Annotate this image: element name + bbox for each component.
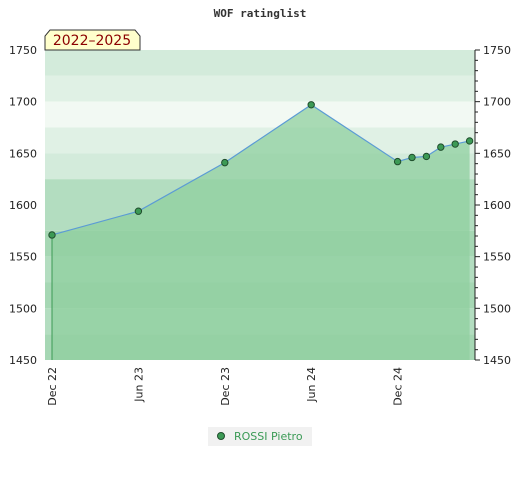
y-tick-label-left: 1550: [9, 251, 37, 264]
data-point[interactable]: [307, 101, 315, 109]
y-tick-label-right: 1600: [483, 199, 511, 212]
x-tick-label: Jun 24: [305, 367, 318, 403]
x-tick-label: Dec 23: [219, 367, 232, 406]
data-point[interactable]: [422, 152, 431, 161]
y-tick-label-right: 1750: [483, 44, 511, 57]
y-tick-label-left: 1750: [9, 44, 37, 57]
series-area: [51, 104, 470, 361]
y-axis-right: 1450 1500 1550 1600 1650 1700 1750: [474, 44, 511, 367]
data-point[interactable]: [48, 231, 56, 239]
y-axis-left: 1450 1500 1550 1600 1650 1700 1750: [9, 44, 37, 367]
x-tick-label: Jun 23: [132, 367, 145, 403]
y-tick-label-right: 1650: [483, 147, 511, 160]
y-tick-label-left: 1500: [9, 302, 37, 315]
y-tick-label-left: 1450: [9, 354, 37, 367]
background-band: [45, 50, 475, 76]
data-point[interactable]: [451, 140, 459, 148]
data-point[interactable]: [393, 157, 402, 166]
series-line: [51, 104, 470, 236]
data-point[interactable]: [221, 158, 229, 167]
legend-marker: [217, 432, 225, 440]
y-tick-label-right: 1550: [483, 251, 511, 264]
y-tick-label-right: 1500: [483, 302, 511, 315]
y-tick-label-right: 1700: [483, 96, 511, 109]
y-tick-label-left: 1700: [9, 96, 37, 109]
period-label-box: 2022–2025: [44, 29, 141, 51]
y-tick-label-right: 1450: [483, 354, 511, 367]
chart-title: WOF ratinglist: [214, 7, 307, 20]
data-point[interactable]: [465, 137, 474, 145]
y-tick-label-left: 1600: [9, 199, 37, 212]
x-tick-label: Dec 22: [46, 367, 59, 406]
data-point[interactable]: [408, 153, 416, 162]
legend-label: ROSSI Pietro: [234, 430, 303, 443]
y-tick-label-left: 1650: [9, 147, 37, 160]
period-label: 2022–2025: [53, 33, 131, 49]
legend[interactable]: ROSSI Pietro: [208, 427, 312, 446]
data-point[interactable]: [437, 143, 445, 151]
background-band: [45, 75, 475, 102]
background-band: [45, 101, 475, 128]
data-point[interactable]: [134, 207, 143, 215]
x-axis: Dec 22 Jun 23 Dec 23 Jun 24 Dec 24: [46, 367, 405, 406]
area-fill: [52, 104, 470, 361]
series-points: [48, 101, 474, 239]
x-tick-label: Dec 24: [392, 367, 405, 406]
